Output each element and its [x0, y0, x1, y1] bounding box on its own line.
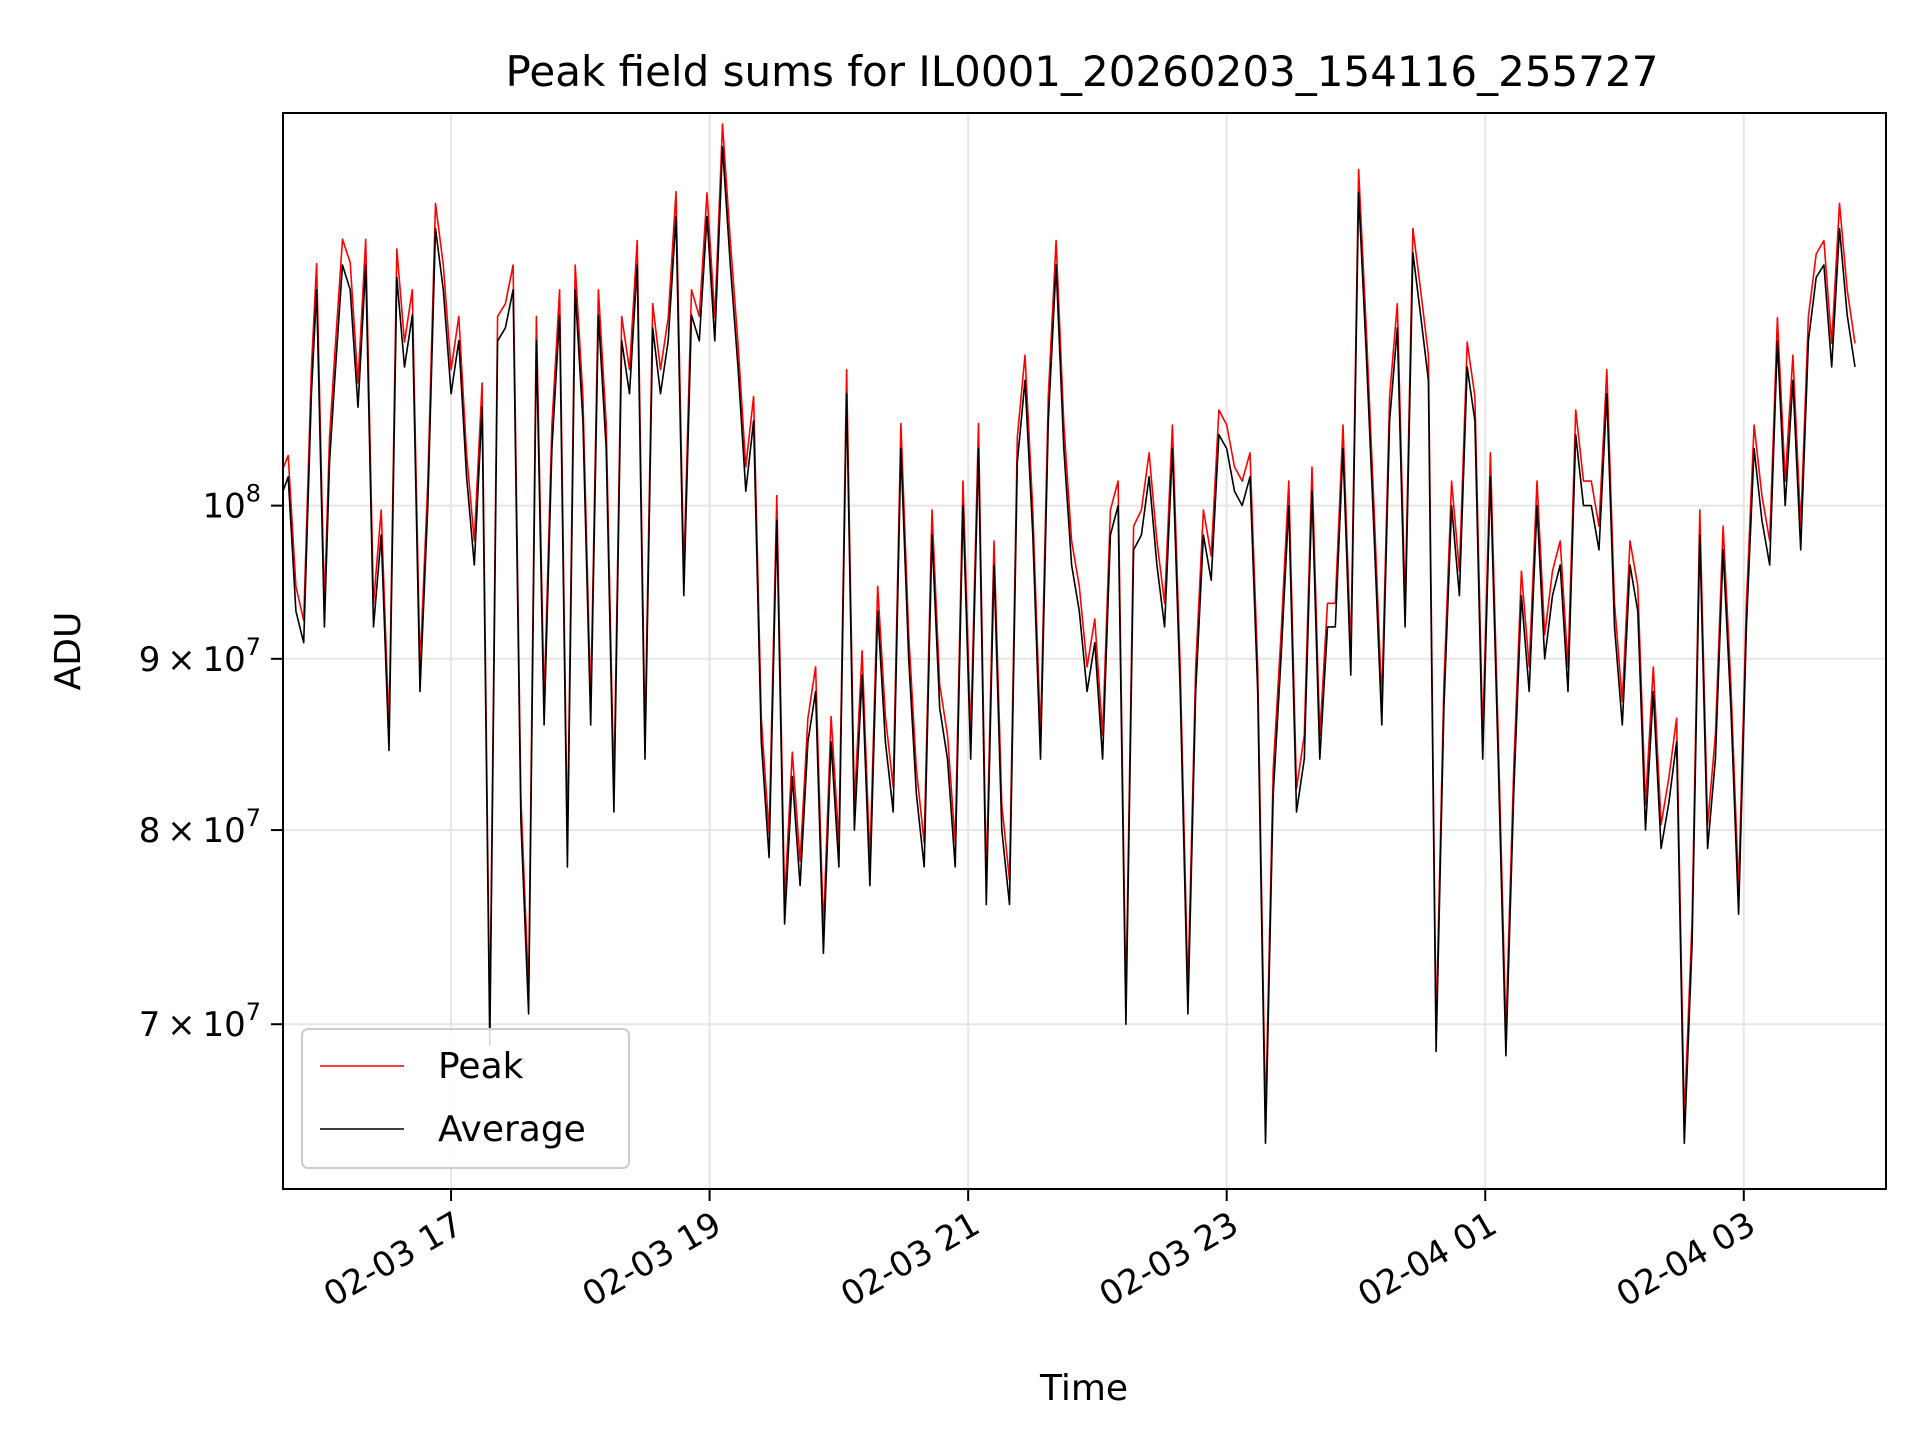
legend-average-label: Average: [438, 1109, 586, 1150]
legend-peak-label: Peak: [438, 1046, 524, 1087]
y-tick-label: 8 × 107: [139, 804, 261, 851]
average-series-line: [283, 145, 1856, 1144]
y-tick-label: 7 × 107: [139, 998, 261, 1045]
legend: Peak Average: [301, 1028, 630, 1169]
y-axis-label: ADU: [48, 612, 89, 691]
y-axis-ticks: 7 × 107 8 × 107 9 × 107 108: [139, 480, 283, 1045]
y-tick-label: 108: [202, 480, 261, 527]
plot-area-frame: [282, 112, 1887, 1190]
y-tick-label: 9 × 107: [139, 633, 261, 680]
legend-box: [301, 1028, 630, 1169]
peak-series-line: [283, 123, 1856, 1120]
x-axis-label: Time: [1039, 1368, 1128, 1409]
chart-title: Peak field sums for IL0001_20260203_1541…: [506, 47, 1659, 96]
